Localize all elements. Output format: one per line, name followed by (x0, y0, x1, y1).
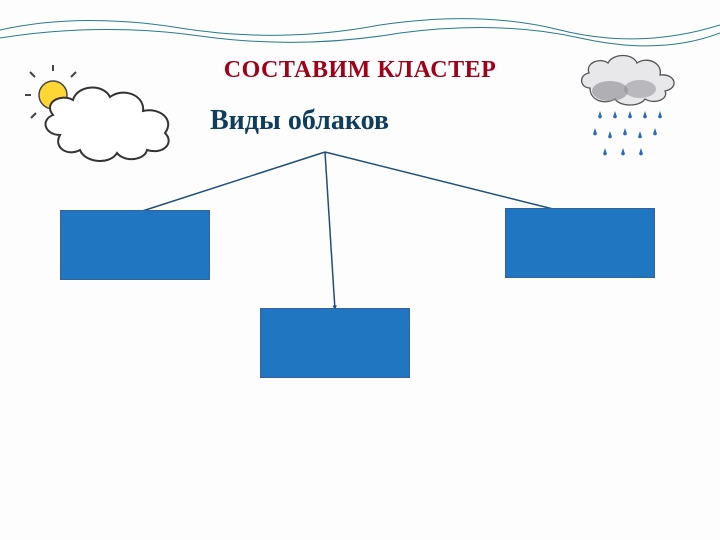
cluster-node (260, 308, 410, 378)
rain-drops-icon (593, 111, 662, 156)
slide: { "title": { "text": "СОСТАВИМ КЛАСТЕР",… (0, 0, 720, 540)
sun-cloud-icon (25, 65, 190, 165)
cluster-node (505, 208, 655, 278)
wave-decoration (0, 0, 720, 50)
rain-cloud-icon (575, 53, 690, 173)
cluster-node (60, 210, 210, 280)
slide-subtitle: Виды облаков (210, 105, 389, 137)
cloud-icon (46, 88, 169, 161)
